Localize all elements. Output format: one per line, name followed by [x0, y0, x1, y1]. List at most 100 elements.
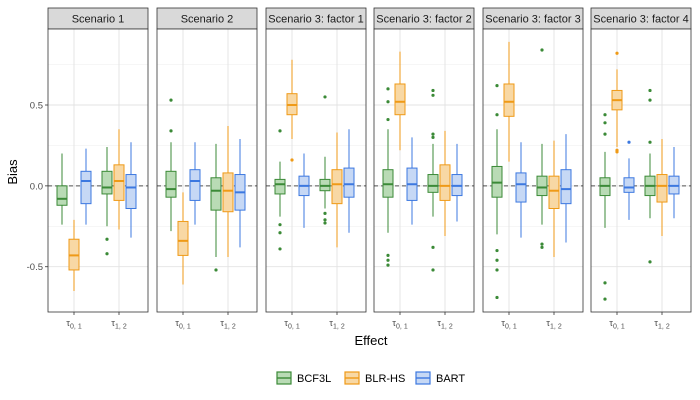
box-iqr	[80, 170, 92, 205]
boxplot-bart	[234, 138, 246, 248]
panel-3: Scenario 3: factor 1 τ0, 1 τ1, 2	[265, 7, 367, 331]
outlier-point	[648, 98, 652, 102]
x-tick-label: τ0, 1	[66, 318, 82, 331]
outlier-point	[431, 268, 435, 272]
panel-border	[156, 28, 258, 313]
panel-title: Scenario 3: factor 2	[376, 14, 471, 26]
outlier-point	[386, 100, 390, 104]
box-iqr	[113, 164, 125, 201]
y-tick-label: 0.5	[30, 101, 43, 112]
outlier-point	[648, 88, 652, 93]
x-tick-label: τ1, 2	[220, 318, 236, 331]
outlier-point	[603, 121, 607, 125]
boxplot-blr-hs	[286, 59, 298, 162]
legend-item-bcf3l: BCF3L	[276, 371, 331, 385]
legend: BCF3L BLR-HS BART	[276, 371, 465, 385]
box-iqr	[101, 170, 113, 195]
box-iqr	[560, 169, 572, 205]
x-tick-label: τ1, 2	[654, 318, 670, 331]
boxplot-bcf3l	[427, 88, 439, 272]
boxplot-bart	[406, 137, 418, 225]
outlier-point	[278, 247, 282, 251]
outlier-point	[278, 129, 282, 133]
boxplot-bcf3l	[644, 88, 656, 264]
outlier-point	[495, 113, 499, 117]
outlier-point	[495, 295, 499, 300]
box-iqr	[177, 220, 189, 256]
boxplot-bcf3l	[599, 113, 611, 301]
box-iqr	[427, 174, 439, 193]
boxplot-bcf3l	[274, 129, 286, 251]
outlier-point	[615, 51, 619, 55]
boxplot-blr-hs	[68, 219, 80, 291]
panel-2: Scenario 2 τ0, 1 τ1, 2	[156, 7, 258, 331]
box-iqr	[222, 172, 234, 213]
boxplot-blr-hs	[331, 132, 343, 248]
boxplot-bart	[515, 142, 527, 238]
outlier-point	[603, 113, 607, 117]
panel-background	[591, 29, 691, 312]
box-iqr	[56, 185, 68, 206]
outlier-point	[648, 260, 652, 264]
x-axis-title: Effect	[354, 333, 387, 348]
panels-layer: Scenario 1 τ0, 1 τ1, 2 Scenario 2 τ0, 1 τ1, 2…	[47, 7, 692, 331]
outlier-point	[323, 221, 327, 225]
panel-6: Scenario 3: factor 4 τ0, 1 τ1, 2	[590, 7, 692, 331]
x-tick-label: τ0, 1	[284, 318, 300, 331]
boxplot-blr-hs	[113, 129, 125, 230]
box-iqr	[125, 174, 137, 210]
outlier-point	[214, 268, 218, 272]
outlier-point	[386, 87, 390, 91]
boxplot-bart	[451, 143, 463, 222]
panel-background	[48, 29, 148, 312]
outlier-point	[323, 218, 327, 222]
box-iqr	[394, 83, 406, 116]
boxplot-bcf3l	[101, 147, 113, 256]
outlier-point	[540, 245, 544, 249]
outlier-point	[323, 211, 327, 215]
x-tick-label: τ0, 1	[609, 318, 625, 331]
outlier-point	[495, 258, 499, 262]
legend-label: BCF3L	[297, 373, 331, 385]
x-tick-label: τ0, 1	[392, 318, 408, 331]
panel-title: Scenario 3: factor 1	[268, 14, 363, 26]
outlier-point	[431, 245, 435, 249]
boxplot-bart	[125, 142, 137, 238]
outlier-point	[495, 248, 499, 253]
boxplot-bart	[668, 147, 680, 219]
boxplot-blr-hs	[439, 130, 451, 236]
boxplot-bart	[623, 140, 635, 220]
outlier-point	[648, 140, 652, 144]
panel-5: Scenario 3: factor 3 τ0, 1 τ1, 2	[482, 7, 584, 331]
boxplot-bcf3l	[56, 153, 68, 225]
box-iqr	[439, 164, 451, 201]
outlier-point	[169, 129, 173, 133]
panel-title: Scenario 1	[72, 14, 125, 26]
outlier-point	[290, 158, 294, 162]
box-iqr	[343, 167, 355, 198]
boxplot-bart	[80, 148, 92, 225]
outlier-point	[105, 237, 109, 241]
panel-title: Scenario 2	[181, 14, 234, 26]
box-iqr	[548, 175, 560, 210]
outlier-point	[540, 48, 544, 52]
outlier-point	[495, 268, 499, 272]
boxplot-bcf3l	[382, 87, 394, 267]
box-iqr	[623, 177, 635, 193]
outlier-point	[386, 258, 390, 262]
outlier-point	[105, 252, 109, 256]
box-iqr	[189, 169, 201, 201]
outlier-point	[495, 84, 499, 88]
outlier-point	[386, 253, 390, 257]
boxplot-bcf3l	[165, 98, 177, 232]
boxplot-bart	[189, 142, 201, 225]
y-axis-title: Bias	[5, 159, 20, 185]
outlier-point	[603, 297, 607, 301]
boxplot-blr-hs	[548, 140, 560, 258]
boxplot-bart	[560, 134, 572, 243]
box-iqr	[536, 175, 548, 197]
boxplot-blr-hs	[222, 126, 234, 258]
outlier-point	[603, 132, 607, 136]
panel-border	[265, 28, 367, 313]
